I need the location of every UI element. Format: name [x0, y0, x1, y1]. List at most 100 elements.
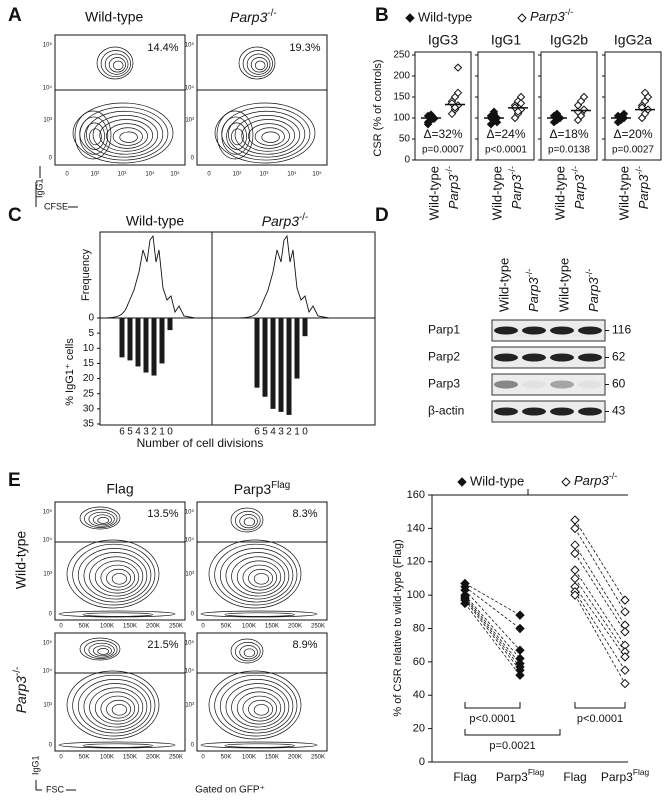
- contour: [261, 131, 280, 143]
- data-point: [576, 111, 586, 121]
- contour: [86, 110, 164, 158]
- x-tick-label: 0: [65, 172, 69, 178]
- data-point: [620, 595, 630, 605]
- bar: [278, 318, 284, 412]
- column-title: Wild-type: [126, 213, 185, 229]
- contour: [253, 704, 270, 716]
- y-axis-label: CSR (% of controls): [372, 59, 384, 156]
- gate-percent: 14.4%: [147, 42, 178, 54]
- data-point: [492, 117, 502, 127]
- pair-line: [574, 528, 626, 613]
- group-label: Parp3-/-: [634, 166, 651, 209]
- y-tick-label: 10⁵: [185, 640, 195, 647]
- superscript: -/-: [299, 212, 308, 223]
- pair-line: [464, 598, 521, 668]
- contour: [242, 695, 278, 722]
- contour: [239, 645, 258, 660]
- text-part: Parp3: [574, 473, 609, 488]
- y-tick-label: 10⁴: [43, 85, 53, 92]
- lane-label: Parp3-/-: [584, 269, 601, 312]
- y-tick-label: 40: [413, 689, 425, 701]
- contour: [216, 110, 254, 160]
- y-tick-label: 0: [404, 155, 410, 166]
- contour: [231, 687, 286, 728]
- text-part: Parp3: [496, 770, 528, 784]
- contour: [242, 50, 273, 78]
- pair-line: [464, 599, 521, 671]
- contour: [74, 110, 112, 160]
- group-label: Wild-type: [616, 166, 631, 220]
- p-value: p<0.0001: [577, 713, 623, 725]
- contour: [106, 568, 132, 588]
- superscript: -/-: [12, 667, 23, 676]
- x-tick-label: 200K: [146, 755, 160, 761]
- contour: [225, 683, 290, 731]
- data-point: [515, 670, 525, 680]
- contour: [92, 514, 112, 526]
- x-tick-label: Parp3Flag: [601, 767, 650, 784]
- data-point: [453, 88, 463, 98]
- contour: [112, 60, 124, 71]
- x-tick-label: 10⁴: [287, 171, 297, 178]
- contour: [214, 674, 298, 737]
- contour: [84, 122, 105, 150]
- lane-label: Parp3-/-: [524, 269, 541, 312]
- y-tick-label: 10³: [185, 703, 194, 709]
- bracket: [574, 702, 626, 709]
- contour: [234, 115, 301, 155]
- y-tick-label: 35: [83, 419, 95, 430]
- y-tick-label: 10³: [43, 118, 52, 124]
- contour: [235, 510, 261, 531]
- p-value: p=0.0138: [548, 145, 590, 156]
- y-tick-label: 0: [191, 156, 195, 162]
- x-axis-label: CFSE: [44, 201, 68, 211]
- x-tick-label: 100K: [100, 624, 114, 630]
- contour: [242, 564, 278, 591]
- superscript: -/-: [565, 7, 574, 17]
- x-tick-label: 250K: [311, 755, 325, 761]
- p-value: p=0.0007: [422, 145, 464, 156]
- superscript: -/-: [524, 269, 534, 278]
- x-tick-label: 200K: [288, 624, 302, 630]
- delta-label: Δ=32%: [423, 127, 462, 141]
- y-tick-label: 10⁴: [185, 537, 195, 544]
- flow-plot: [54, 632, 186, 752]
- x-tick-label: Flag: [563, 770, 586, 784]
- contour: [89, 556, 144, 597]
- contour: [221, 116, 251, 155]
- text-part: Parp3: [13, 676, 29, 714]
- y-tick-label: 10⁵: [185, 42, 195, 49]
- isotype-title: IgG1: [491, 32, 522, 48]
- data-point: [620, 665, 630, 675]
- legend-label: Parp3-/-: [574, 471, 617, 488]
- y-axis-label: Frequency: [80, 249, 92, 301]
- text-part: Parp3: [509, 174, 524, 209]
- y-tick-label: 25: [83, 388, 95, 399]
- x-tick-label: 200K: [146, 624, 160, 630]
- contour: [89, 687, 144, 728]
- superscript: -/-: [634, 166, 644, 175]
- band: [494, 353, 518, 362]
- y-tick-label: 10³: [185, 572, 194, 578]
- contour: [208, 539, 302, 609]
- contour: [92, 115, 159, 155]
- bar: [270, 318, 276, 409]
- panel-letter: D: [375, 205, 389, 226]
- pair-line: [464, 586, 521, 629]
- x-tick-label: 100K: [242, 755, 256, 761]
- x-axis-label: FSC: [46, 784, 65, 794]
- contour: [100, 695, 136, 722]
- pair-line: [574, 544, 626, 626]
- contour: [79, 506, 121, 530]
- mw-label: 43: [612, 404, 626, 418]
- y-tick-label: 10⁴: [185, 85, 195, 92]
- data-point: [579, 105, 589, 114]
- y-tick-label: 250: [393, 50, 410, 61]
- x-tick-label: 250K: [311, 624, 325, 630]
- flow-plot: [54, 501, 186, 621]
- contour: [97, 517, 110, 524]
- band: [522, 407, 546, 416]
- contour: [94, 691, 140, 725]
- y-tick-label: 10⁴: [185, 668, 195, 675]
